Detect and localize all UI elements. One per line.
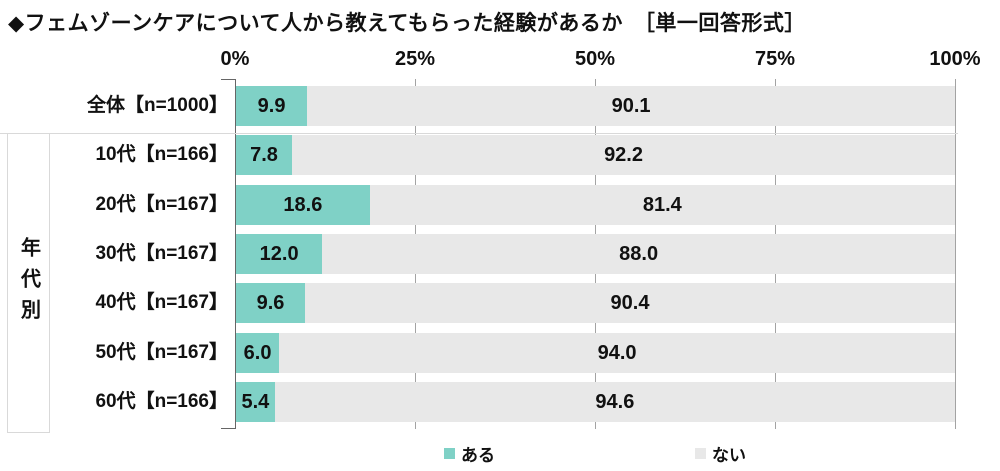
bar-value-label: 12.0	[259, 243, 299, 266]
bar-row: 10代【n=166】 7.8 92.2	[0, 135, 1000, 176]
bar-value-label: 9.6	[256, 292, 285, 315]
legend-label: ない	[712, 445, 746, 465]
row-label: 10代【n=166】	[95, 144, 228, 166]
x-axis-tick-label: 50%	[574, 48, 616, 70]
legend-swatch-icon	[695, 447, 706, 459]
row-label: 30代【n=167】	[95, 243, 228, 265]
bar-row: 30代【n=167】 12.0 88.0	[0, 234, 1000, 275]
bar-segment-aru	[236, 283, 306, 324]
bar-segment-nai	[369, 184, 955, 225]
bar-segment-aru	[236, 382, 275, 423]
legend-swatch-icon	[444, 447, 455, 459]
age-group-label: 年代別	[17, 236, 40, 330]
bar-segment-nai	[305, 283, 955, 324]
bar-row: 40代【n=167】 9.6 90.4	[0, 283, 1000, 324]
bar-value-label: 92.2	[604, 144, 643, 167]
axis-corner-tick-bottom	[221, 428, 235, 429]
bar-segment-aru	[236, 86, 308, 126]
age-group-bracket: 年代別	[7, 133, 50, 433]
bar-segment-nai	[322, 234, 955, 275]
legend-label: ある	[461, 445, 495, 465]
bar-segment-aru	[236, 234, 323, 275]
row-label: 20代【n=167】	[95, 193, 228, 215]
x-axis-tick-label: 25%	[394, 48, 436, 70]
gridline-tick	[955, 79, 956, 429]
bar-value-label: 9.9	[257, 95, 286, 117]
bar-segment-nai	[292, 135, 955, 176]
bar-segment-nai	[307, 86, 955, 126]
bar-row: 20代【n=167】 18.6 81.4	[0, 184, 1000, 225]
bar-segment-nai	[279, 332, 955, 373]
chart-title: ◆フェムゾーンケアについて人から教えてもらった経験があるか ［単一回答形式］	[8, 12, 806, 35]
bar-value-label: 94.6	[595, 391, 635, 414]
legend-item: ない	[695, 441, 746, 465]
bar-segment-nai	[274, 382, 955, 423]
group-separator-line	[0, 133, 958, 134]
bar-value-label: 18.6	[283, 193, 323, 216]
row-label: 全体【n=1000】	[87, 95, 228, 116]
row-label: 40代【n=167】	[95, 292, 228, 314]
bar-row: 50代【n=167】 6.0 94.0	[0, 332, 1000, 373]
bar-value-label: 94.0	[597, 341, 637, 364]
bar-value-label: 90.1	[611, 95, 651, 117]
bar-value-label: 81.4	[642, 193, 682, 216]
bar-value-label: 90.4	[610, 292, 650, 315]
bar-segment-aru	[236, 332, 280, 373]
bar-value-label: 6.0	[243, 341, 272, 364]
x-axis-tick-label: 0%	[220, 48, 250, 70]
bar-value-label: 88.0	[619, 243, 659, 266]
legend: ある ない	[235, 441, 955, 465]
row-label: 50代【n=167】	[95, 341, 228, 363]
bar-value-label: 5.4	[241, 391, 270, 414]
bar-segment-aru	[236, 184, 370, 225]
row-label: 60代【n=166】	[95, 391, 228, 413]
x-axis-tick-label: 100%	[929, 48, 981, 70]
x-axis-tick-label: 75%	[754, 48, 796, 70]
axis-corner-tick-top	[221, 79, 235, 80]
bar-value-label: 7.8	[250, 144, 278, 167]
bar-segment-aru	[236, 135, 293, 176]
y-axis-line	[235, 79, 236, 429]
bar-row: 60代【n=166】 5.4 94.6	[0, 382, 1000, 423]
legend-item: ある	[444, 441, 495, 465]
bar-row: 全体【n=1000】 9.9 90.1	[0, 86, 1000, 126]
